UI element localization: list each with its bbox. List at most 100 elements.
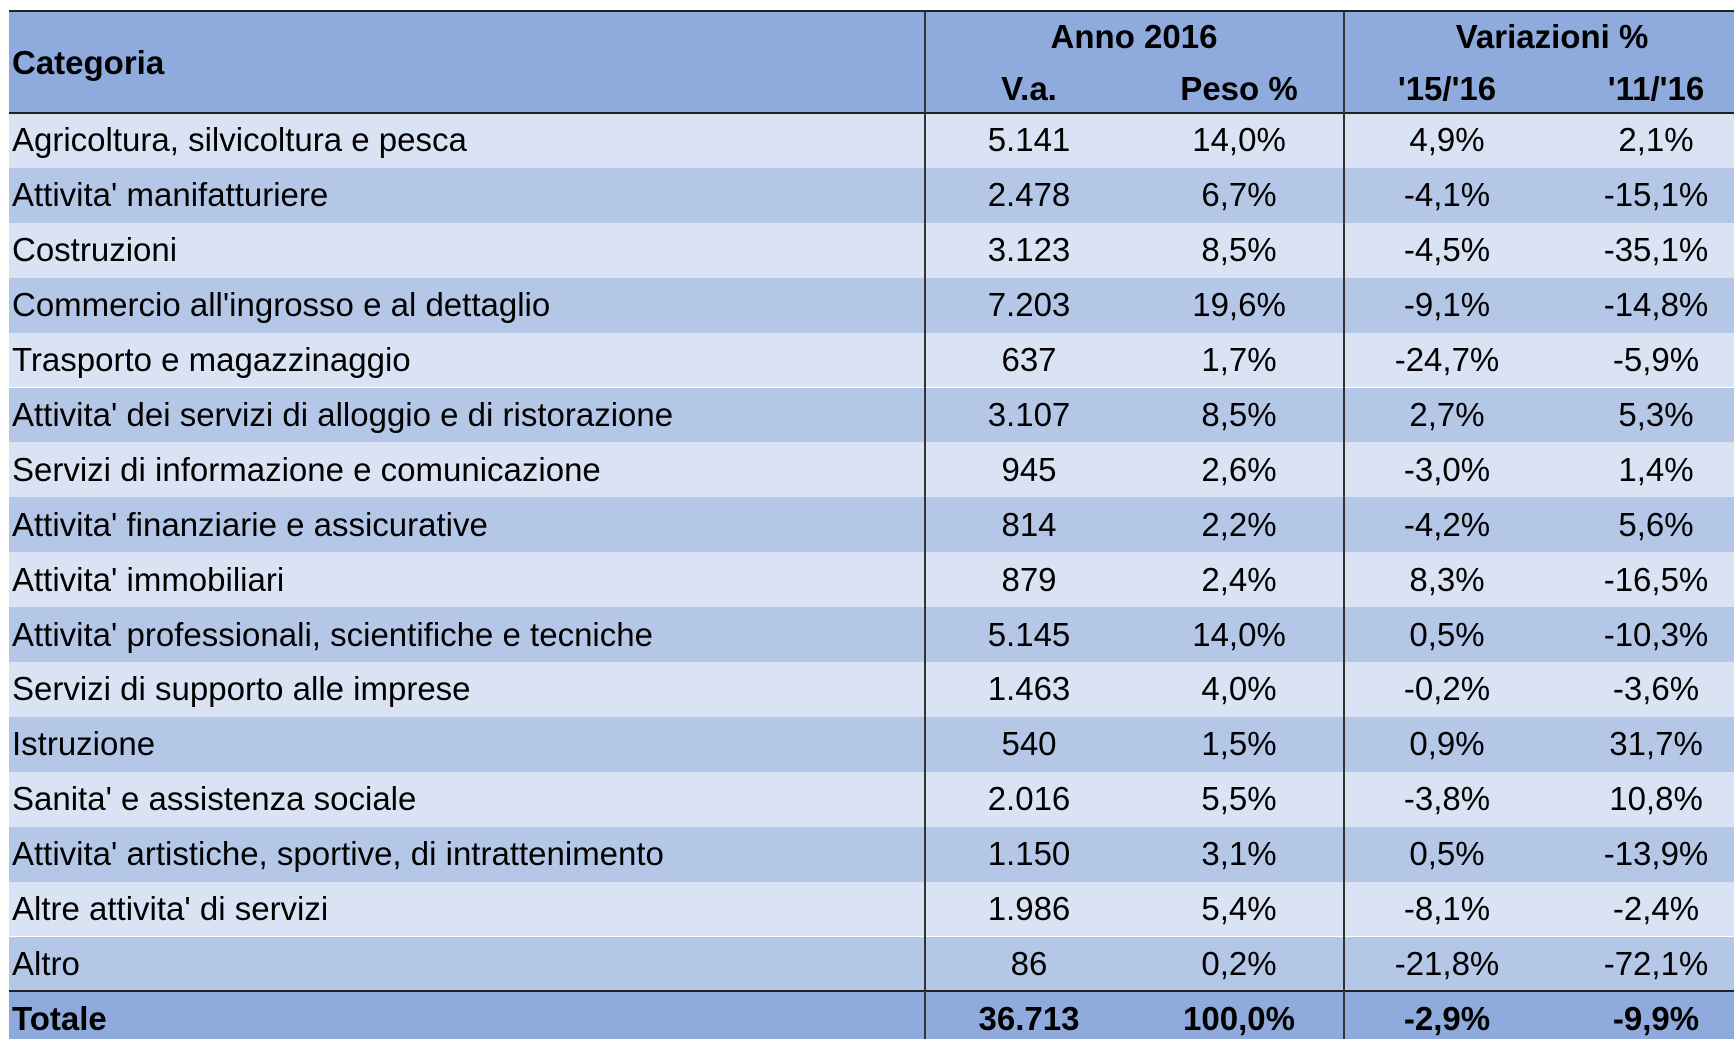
cell-value: 1,5% xyxy=(1201,725,1277,763)
cell-value: 7.203 xyxy=(987,286,1071,324)
cell-category: Attivita' artistiche, sportive, di intra… xyxy=(12,835,664,873)
cell-category: Attivita' dei servizi di alloggio e di r… xyxy=(12,395,674,433)
cell-value: -8,1% xyxy=(1403,890,1491,928)
row-band xyxy=(9,881,1734,937)
cell-value: -24,7% xyxy=(1394,341,1500,379)
row-band xyxy=(9,277,1734,333)
row-band xyxy=(9,716,1734,772)
cell-value: 945 xyxy=(1001,450,1057,488)
cell-value: 3.123 xyxy=(987,231,1071,269)
row-band xyxy=(9,552,1734,608)
cell-category: Attivita' immobiliari xyxy=(12,560,285,598)
cell-value: -3,0% xyxy=(1403,450,1491,488)
row-band xyxy=(9,991,1734,1039)
cell-category: Istruzione xyxy=(12,725,156,763)
header-group: Variazioni % xyxy=(1455,18,1649,55)
cell-value: 1,7% xyxy=(1201,341,1277,379)
cell-value: 2,6% xyxy=(1201,450,1277,488)
cell-value: 637 xyxy=(1001,341,1057,379)
border-line xyxy=(9,112,1734,114)
header-group: Anno 2016 xyxy=(1050,18,1218,55)
cell-value: -4,2% xyxy=(1403,505,1491,543)
cell-category: Trasporto e magazzinaggio xyxy=(12,341,411,379)
cell-value: -21,8% xyxy=(1394,944,1500,982)
cell-value: -15,1% xyxy=(1603,176,1709,214)
cell-value: 5.141 xyxy=(987,121,1071,159)
cell-value: -10,3% xyxy=(1603,615,1709,653)
cell-value: 14,0% xyxy=(1192,615,1286,653)
cell-value: -5,9% xyxy=(1612,341,1700,379)
header-column: '11/'16 xyxy=(1607,70,1705,107)
cell-value: 3.107 xyxy=(987,395,1071,433)
cell-value: -9,9% xyxy=(1612,999,1700,1037)
cell-category: Commercio all'ingrosso e al dettaglio xyxy=(12,286,551,324)
cell-value: -14,8% xyxy=(1603,286,1709,324)
cell-value: 814 xyxy=(1001,505,1057,543)
cell-value: -3,8% xyxy=(1403,780,1491,818)
row-band xyxy=(9,222,1734,278)
cell-value: 879 xyxy=(1001,560,1057,598)
cell-value: 31,7% xyxy=(1609,725,1703,763)
cell-value: -2,9% xyxy=(1403,999,1491,1037)
cell-value: 3,1% xyxy=(1201,835,1277,873)
cell-value: -4,5% xyxy=(1403,231,1491,269)
header-column: '15/'16 xyxy=(1397,70,1497,107)
cell-value: 1.463 xyxy=(987,670,1071,708)
cell-value: 5,3% xyxy=(1618,395,1694,433)
cell-value: 5,4% xyxy=(1201,890,1277,928)
cell-value: 19,6% xyxy=(1192,286,1286,324)
cell-value: 14,0% xyxy=(1192,121,1286,159)
cell-value: 0,5% xyxy=(1409,835,1485,873)
header-column: Peso % xyxy=(1180,70,1298,107)
cell-category: Attivita' manifatturiere xyxy=(12,176,329,214)
cell-value: 5,6% xyxy=(1618,505,1694,543)
cell-value: -13,9% xyxy=(1603,835,1709,873)
cell-value: 36.713 xyxy=(978,999,1080,1037)
cell-value: 0,5% xyxy=(1409,615,1485,653)
header-category: Categoria xyxy=(12,44,165,81)
row-band xyxy=(9,936,1734,992)
cell-value: -3,6% xyxy=(1612,670,1700,708)
cell-value: 540 xyxy=(1001,725,1057,763)
cell-value: 100,0% xyxy=(1183,999,1295,1037)
cell-value: 2,2% xyxy=(1201,505,1277,543)
cell-value: 10,8% xyxy=(1609,780,1703,818)
header-band xyxy=(9,11,1734,113)
cell-value: 8,5% xyxy=(1201,395,1277,433)
cell-value: -2,4% xyxy=(1612,890,1700,928)
cell-category: Servizi di supporto alle imprese xyxy=(12,670,471,708)
border-line xyxy=(9,10,1734,12)
cell-category: Attivita' finanziarie e assicurative xyxy=(12,505,488,543)
row-band xyxy=(9,497,1734,553)
cell-value: -0,2% xyxy=(1403,670,1491,708)
cell-value: 1,4% xyxy=(1618,450,1694,488)
cell-category: Costruzioni xyxy=(12,231,178,269)
row-band xyxy=(9,607,1734,662)
row-band xyxy=(9,442,1734,498)
cell-value: 0,2% xyxy=(1201,944,1277,982)
row-band xyxy=(9,771,1734,827)
cell-category: Servizi di informazione e comunicazione xyxy=(12,450,601,488)
column-divider xyxy=(924,11,926,1039)
cell-value: 0,9% xyxy=(1409,725,1485,763)
cell-value: -16,5% xyxy=(1603,560,1709,598)
cell-value: -35,1% xyxy=(1603,231,1709,269)
cell-category: Agricoltura, silvicoltura e pesca xyxy=(12,121,467,159)
cell-value: 1.986 xyxy=(987,890,1071,928)
cell-value: 4,0% xyxy=(1201,670,1277,708)
cell-value: 1.150 xyxy=(987,835,1071,873)
cell-value: 5,5% xyxy=(1201,780,1277,818)
cell-category: Sanita' e assistenza sociale xyxy=(12,780,417,818)
cell-value: 2.016 xyxy=(987,780,1071,818)
row-band xyxy=(9,167,1734,223)
cell-value: 8,5% xyxy=(1201,231,1277,269)
cell-category: Altro xyxy=(12,944,80,982)
border-line xyxy=(9,990,1734,993)
cell-category: Totale xyxy=(12,999,107,1037)
cell-value: 4,9% xyxy=(1409,121,1485,159)
cell-value: -9,1% xyxy=(1403,286,1491,324)
cell-value: 6,7% xyxy=(1201,176,1277,214)
cell-value: 2,1% xyxy=(1618,121,1694,159)
cell-value: 86 xyxy=(1010,944,1048,982)
